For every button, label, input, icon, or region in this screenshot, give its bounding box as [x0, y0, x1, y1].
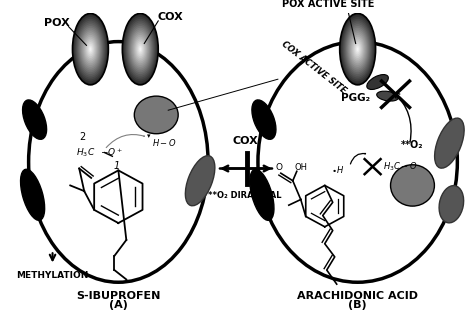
Ellipse shape — [127, 22, 154, 76]
Ellipse shape — [348, 29, 367, 69]
Ellipse shape — [134, 37, 146, 61]
Ellipse shape — [74, 17, 107, 81]
Ellipse shape — [341, 15, 374, 83]
Text: $H_3C$: $H_3C$ — [76, 146, 95, 159]
Ellipse shape — [137, 42, 144, 56]
Ellipse shape — [129, 28, 151, 71]
Ellipse shape — [351, 37, 364, 61]
Ellipse shape — [125, 19, 155, 80]
Ellipse shape — [82, 33, 99, 65]
Ellipse shape — [357, 47, 358, 51]
Ellipse shape — [345, 24, 370, 74]
Ellipse shape — [128, 26, 152, 72]
Ellipse shape — [83, 35, 98, 63]
Ellipse shape — [258, 41, 457, 282]
Ellipse shape — [86, 40, 95, 58]
Ellipse shape — [342, 19, 373, 80]
Ellipse shape — [344, 22, 371, 76]
Ellipse shape — [391, 165, 434, 206]
Ellipse shape — [350, 35, 365, 63]
Ellipse shape — [133, 35, 147, 63]
Ellipse shape — [349, 31, 366, 67]
Ellipse shape — [89, 46, 92, 53]
Ellipse shape — [88, 44, 93, 55]
Ellipse shape — [84, 37, 97, 61]
Ellipse shape — [354, 42, 361, 56]
Ellipse shape — [139, 47, 141, 51]
Ellipse shape — [73, 15, 108, 83]
Ellipse shape — [367, 75, 388, 90]
Text: POX ACTIVE SITE: POX ACTIVE SITE — [282, 0, 374, 9]
Ellipse shape — [352, 38, 363, 60]
Ellipse shape — [341, 17, 374, 81]
Ellipse shape — [87, 42, 94, 56]
Ellipse shape — [73, 13, 109, 85]
Ellipse shape — [123, 15, 157, 83]
Ellipse shape — [356, 46, 359, 53]
Ellipse shape — [76, 21, 105, 78]
Ellipse shape — [138, 46, 142, 53]
Ellipse shape — [85, 38, 96, 60]
FancyArrowPatch shape — [106, 134, 145, 148]
Ellipse shape — [353, 40, 362, 58]
Text: ARACHIDONIC ACID: ARACHIDONIC ACID — [297, 291, 418, 301]
Text: $H-O$: $H-O$ — [152, 137, 177, 148]
Ellipse shape — [82, 31, 100, 67]
Ellipse shape — [130, 29, 150, 69]
Ellipse shape — [250, 169, 274, 220]
Text: $\blacktriangledown$: $\blacktriangledown$ — [146, 132, 151, 139]
Ellipse shape — [346, 26, 369, 72]
Ellipse shape — [122, 13, 158, 85]
Text: COX ACTIVE SITE: COX ACTIVE SITE — [280, 40, 348, 96]
Ellipse shape — [377, 91, 398, 101]
Text: COX: COX — [157, 12, 183, 22]
Text: 1: 1 — [113, 161, 119, 171]
Ellipse shape — [75, 19, 106, 80]
Text: $-O^+$: $-O^+$ — [100, 147, 124, 158]
Ellipse shape — [23, 100, 46, 139]
Text: (A): (A) — [109, 300, 128, 310]
Ellipse shape — [137, 44, 143, 55]
Ellipse shape — [132, 33, 148, 65]
Ellipse shape — [343, 21, 372, 78]
Text: S-IBUPROFEN: S-IBUPROFEN — [76, 291, 161, 301]
Ellipse shape — [185, 156, 215, 206]
Text: OH: OH — [295, 163, 308, 172]
Ellipse shape — [131, 31, 149, 67]
FancyArrowPatch shape — [350, 153, 365, 164]
Ellipse shape — [135, 38, 146, 60]
Text: 2: 2 — [79, 133, 86, 143]
Ellipse shape — [355, 44, 360, 55]
Text: **O₂: **O₂ — [401, 140, 424, 150]
Ellipse shape — [79, 26, 102, 72]
Ellipse shape — [81, 29, 100, 69]
Ellipse shape — [435, 118, 464, 168]
Text: O: O — [275, 163, 283, 172]
Ellipse shape — [126, 21, 155, 78]
Ellipse shape — [28, 41, 208, 282]
Ellipse shape — [90, 47, 91, 51]
Ellipse shape — [128, 24, 153, 74]
Ellipse shape — [347, 28, 368, 71]
Ellipse shape — [340, 13, 375, 85]
Ellipse shape — [439, 186, 464, 223]
Text: POX: POX — [44, 18, 69, 28]
Text: **O₂ DIRADICAL: **O₂ DIRADICAL — [208, 191, 282, 200]
Text: COX: COX — [232, 136, 258, 146]
Ellipse shape — [136, 40, 145, 58]
Ellipse shape — [80, 28, 101, 71]
Text: $\bullet H$: $\bullet H$ — [331, 164, 345, 175]
Ellipse shape — [124, 17, 156, 81]
Ellipse shape — [252, 100, 276, 139]
Text: $H_3C-O$: $H_3C-O$ — [383, 160, 417, 173]
Ellipse shape — [20, 169, 45, 220]
Text: METHYLATION: METHYLATION — [17, 271, 89, 280]
Text: PGG₂: PGG₂ — [341, 93, 370, 103]
Ellipse shape — [77, 22, 104, 76]
Ellipse shape — [78, 24, 103, 74]
Ellipse shape — [349, 33, 366, 65]
Ellipse shape — [134, 96, 178, 134]
Text: (B): (B) — [348, 300, 367, 310]
